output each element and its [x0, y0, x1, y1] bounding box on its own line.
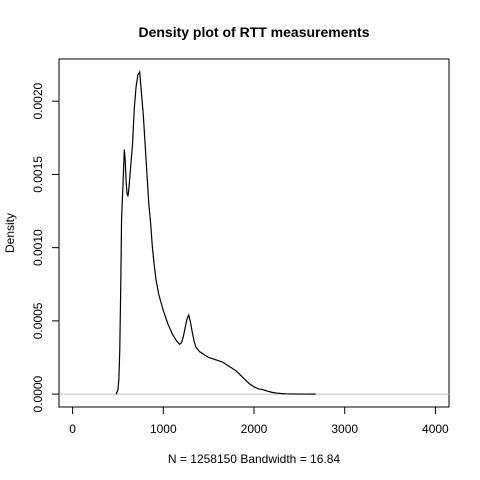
plot-frame	[58, 58, 450, 408]
chart-title: Density plot of RTT measurements	[138, 24, 369, 40]
x-axis-label: N = 1258150 Bandwidth = 16.84	[168, 452, 340, 466]
y-tick-label: 0.0000	[31, 375, 45, 412]
y-axis-label: Density	[3, 213, 17, 253]
y-tick-label: 0.0020	[31, 83, 45, 120]
y-tick-label: 0.0005	[31, 302, 45, 339]
y-axis: 0.0000 0.0005 0.0010 0.0015 0.0020	[31, 83, 60, 412]
y-tick-label: 0.0015	[31, 156, 45, 193]
density-series-line	[115, 70, 316, 395]
y-tick-label: 0.0010	[31, 229, 45, 266]
x-axis: 0 1000 2000 3000 4000	[69, 406, 449, 436]
x-tick-label: 0	[69, 422, 76, 436]
x-tick-label: 4000	[422, 422, 449, 436]
x-tick-label: 1000	[150, 422, 177, 436]
x-tick-label: 3000	[331, 422, 358, 436]
x-tick-label: 2000	[241, 422, 268, 436]
